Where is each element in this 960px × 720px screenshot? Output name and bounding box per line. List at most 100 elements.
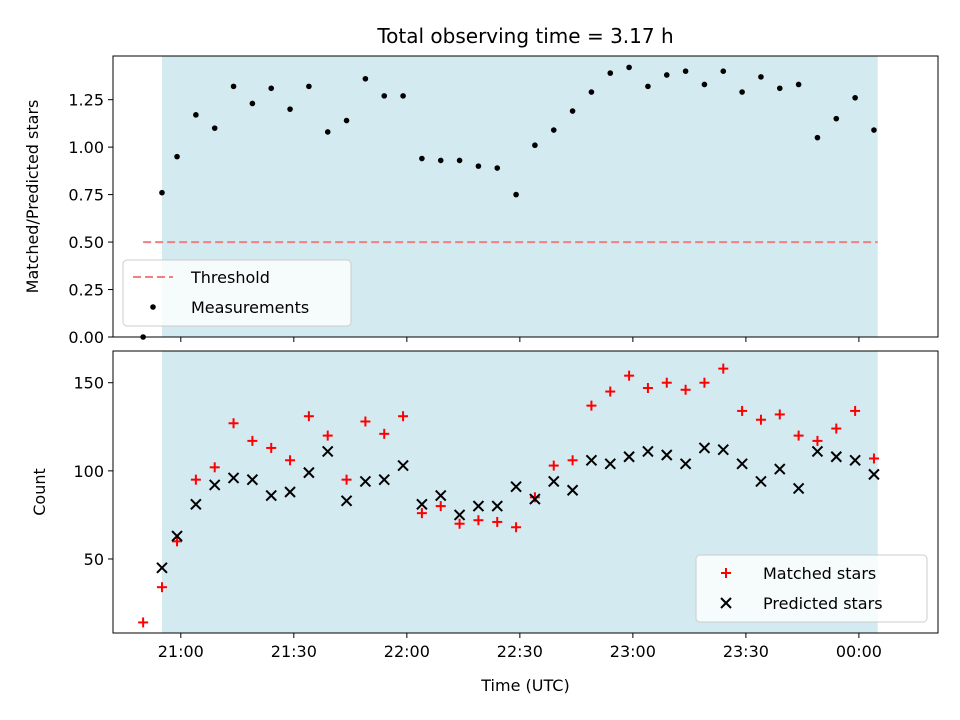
matched-star-point	[567, 455, 578, 466]
matched-star-point	[793, 430, 804, 441]
matched-star-point	[473, 515, 484, 526]
measurement-point	[230, 83, 237, 90]
matched-star-point	[737, 405, 748, 416]
x-b	[227, 472, 240, 484]
measurement-point	[645, 83, 651, 90]
measurement-point	[324, 129, 331, 135]
predicted-star-point	[642, 445, 654, 458]
legend-predicted-label: Predicted stars	[763, 594, 883, 613]
x-b	[359, 475, 372, 488]
legend-top: Threshold Measurements	[122, 259, 352, 327]
predicted-star-point	[736, 458, 748, 470]
measurement-point	[249, 100, 256, 107]
measurement-point	[607, 70, 614, 76]
x-b	[209, 479, 221, 491]
x-b	[265, 489, 277, 502]
measurement-point	[268, 85, 275, 92]
matched-star-point	[138, 617, 149, 628]
measurement-point	[159, 189, 165, 196]
x-b	[755, 475, 767, 488]
predicted-star-point	[849, 454, 861, 466]
predicted-star-point	[623, 451, 635, 463]
x-b	[548, 475, 560, 488]
x-b	[811, 445, 824, 458]
predicted-star-point	[156, 562, 168, 574]
y-tick-label: 0.75	[68, 186, 104, 205]
matched-star-point	[190, 474, 201, 485]
x-b	[529, 493, 541, 505]
matched-star-point	[718, 363, 729, 374]
matched-star-point	[435, 501, 446, 512]
x-b	[679, 458, 692, 470]
x-b	[510, 481, 522, 493]
y-tick-label: 150	[73, 374, 104, 393]
matched-star-point	[831, 423, 842, 434]
predicted-star-point	[453, 509, 466, 521]
matched-star-point	[511, 522, 522, 533]
predicted-star-point	[322, 445, 334, 458]
measurement-point	[795, 81, 802, 88]
predicted-star-point	[811, 445, 824, 458]
measurement-point	[400, 93, 406, 99]
matched-star-point	[285, 455, 296, 466]
measurement-point	[211, 125, 218, 131]
measurement-point	[306, 83, 312, 90]
measurement-point	[626, 64, 632, 71]
predicted-star-point	[585, 454, 598, 466]
matched-star-point	[416, 508, 427, 519]
x-b	[246, 473, 259, 486]
predicted-star-point	[755, 475, 767, 488]
predicted-star-point	[171, 530, 183, 542]
x-b	[171, 530, 183, 542]
measurement-point	[663, 72, 670, 78]
x-b	[698, 442, 711, 454]
x-b	[642, 445, 654, 458]
y-tick-label: 50	[84, 550, 104, 569]
y-tick-label: 0.25	[68, 281, 104, 300]
predicted-star-point	[397, 459, 409, 472]
matched-star-point	[247, 435, 258, 446]
legend-box	[122, 259, 352, 327]
x-b	[322, 445, 334, 458]
x-b	[378, 473, 390, 486]
y-tick-label: 0.00	[68, 328, 104, 347]
x-b	[435, 489, 447, 502]
x-b	[566, 484, 579, 496]
y-axis-label: Matched/Predicted stars	[23, 100, 42, 294]
ratio-panel: 0.00 0.25 0.50 0.75 1.00 1.25 Matched/Predicte…	[23, 24, 939, 347]
y-tick-label: 100	[73, 462, 104, 481]
predicted-star-point	[698, 442, 711, 454]
measurement-point	[833, 115, 840, 122]
matched-star-point	[360, 416, 371, 427]
x-tick-label: 23:30	[723, 642, 769, 661]
matched-star-point	[624, 370, 635, 381]
predicted-star-point	[246, 473, 259, 486]
legend-predicted-swatch-b	[720, 597, 732, 609]
legend-box	[695, 554, 928, 623]
measurement-point	[362, 75, 369, 82]
y-tick-label: 1.25	[68, 91, 104, 110]
measurement-point	[550, 127, 557, 133]
matched-star-point	[492, 516, 503, 527]
y-tick-label: 0.50	[68, 233, 104, 252]
matched-star-point	[529, 492, 540, 503]
matched-star-point	[172, 536, 183, 547]
x-b	[661, 449, 673, 461]
matched-star-point	[586, 400, 597, 411]
x-b	[868, 468, 880, 481]
x-b	[416, 498, 428, 511]
measurement-point	[287, 106, 293, 112]
predicted-star-point	[661, 449, 673, 461]
matched-star-point	[755, 414, 766, 425]
x-b	[717, 443, 729, 456]
x-b	[156, 562, 168, 574]
plot-frame	[112, 55, 939, 338]
x-b	[604, 458, 616, 470]
x-tick-label: 21:30	[271, 642, 317, 661]
x-tick-label: 23:00	[610, 642, 656, 661]
matched-star-point	[228, 418, 239, 429]
x-b	[623, 451, 635, 463]
predicted-star-point	[566, 484, 579, 496]
x-b	[303, 466, 315, 479]
